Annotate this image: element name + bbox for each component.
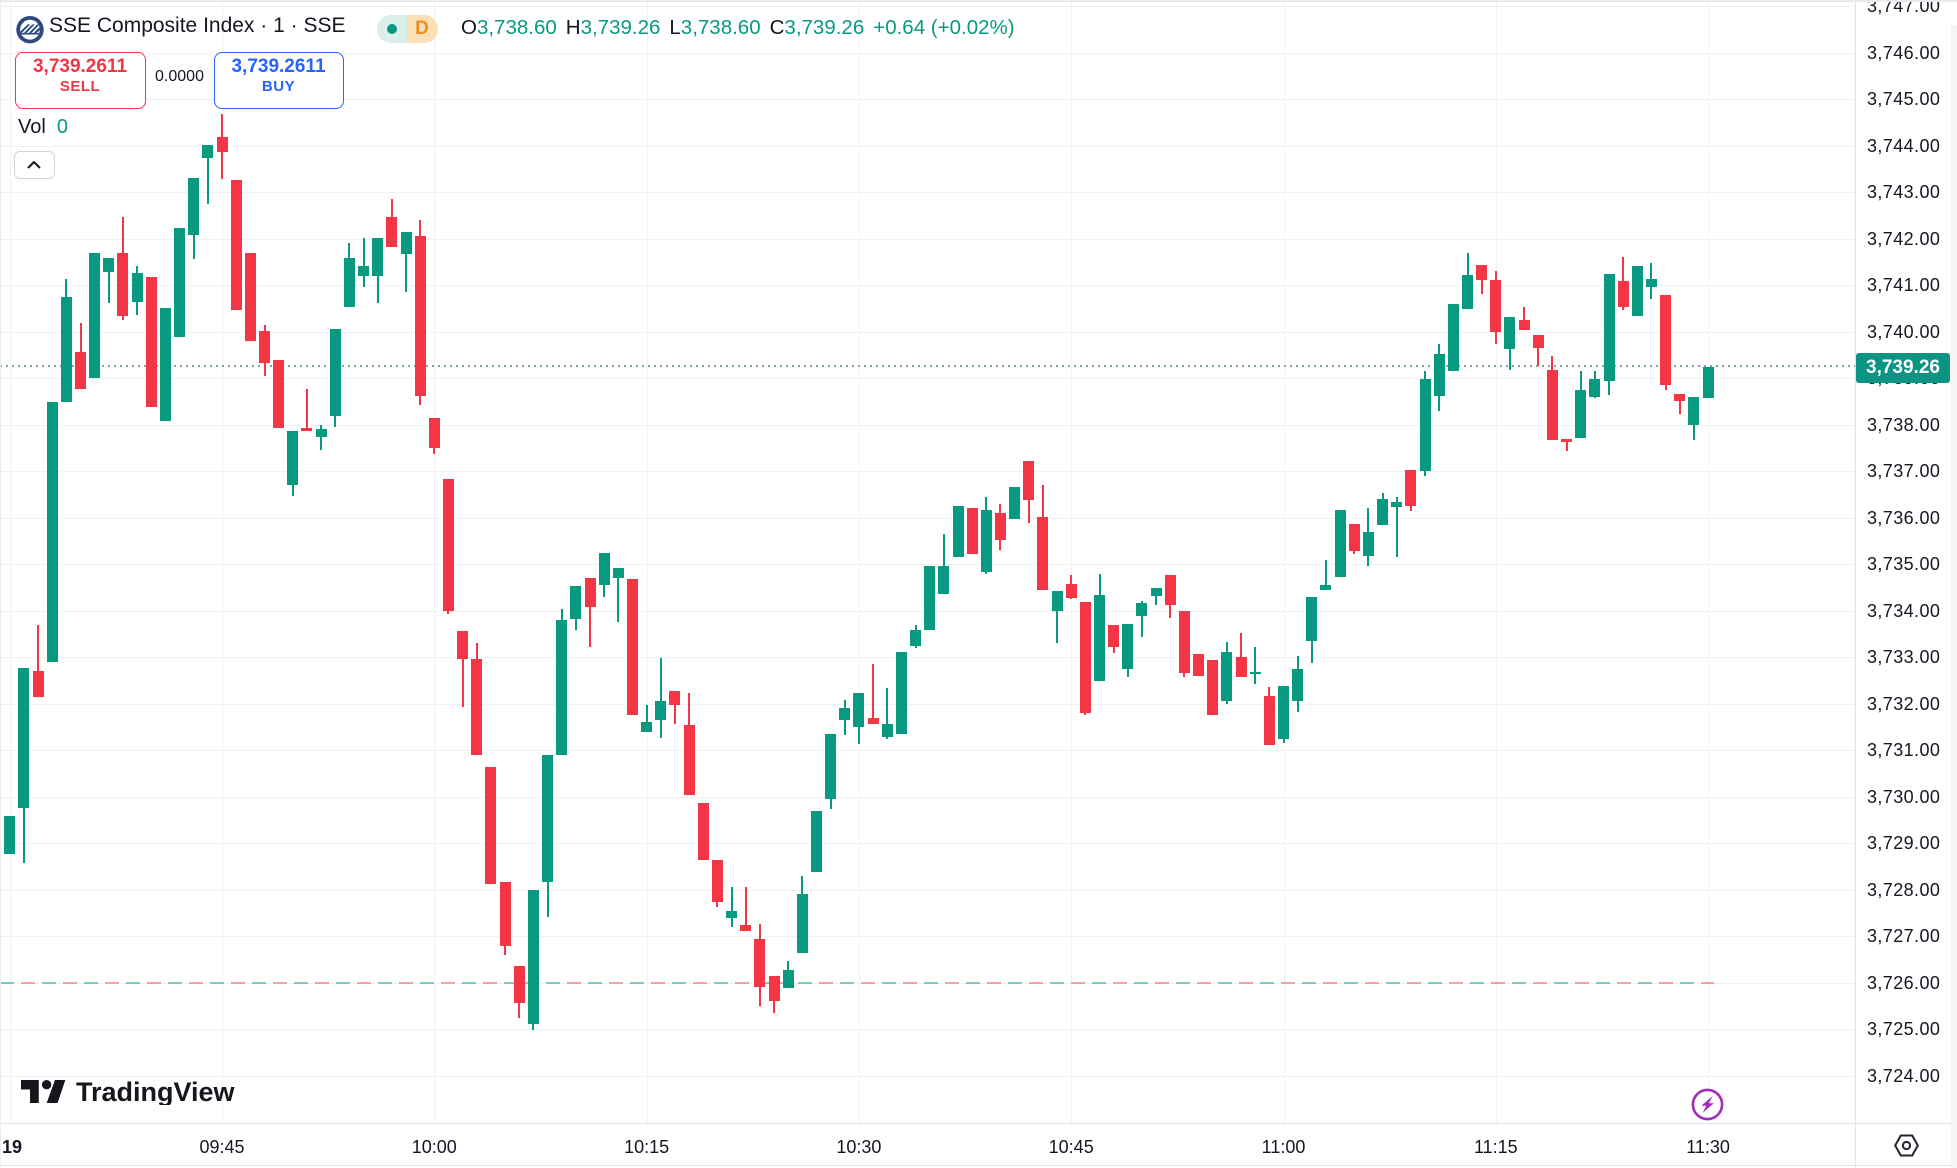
svg-text:TradingView: TradingView (76, 1080, 236, 1105)
